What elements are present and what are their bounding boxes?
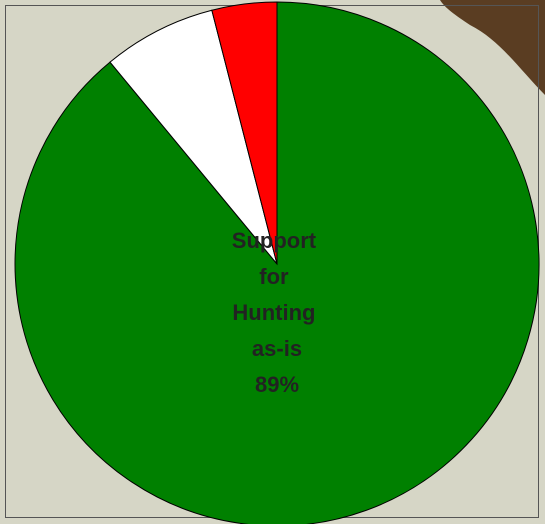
pie-slice [211,1,278,265]
pie: Support for Hunting as-is 89% [14,1,540,524]
label-line: Hunting [232,300,321,325]
slice-label: Support for Hunting as-is [232,228,322,361]
pie-slice [14,1,540,524]
label-line: for [259,264,294,289]
value-label: 89% [255,372,299,397]
pie-slice [109,9,278,265]
antler-decoration [440,0,545,95]
label-line: as-is [252,336,302,361]
label-line: Support [232,228,322,253]
